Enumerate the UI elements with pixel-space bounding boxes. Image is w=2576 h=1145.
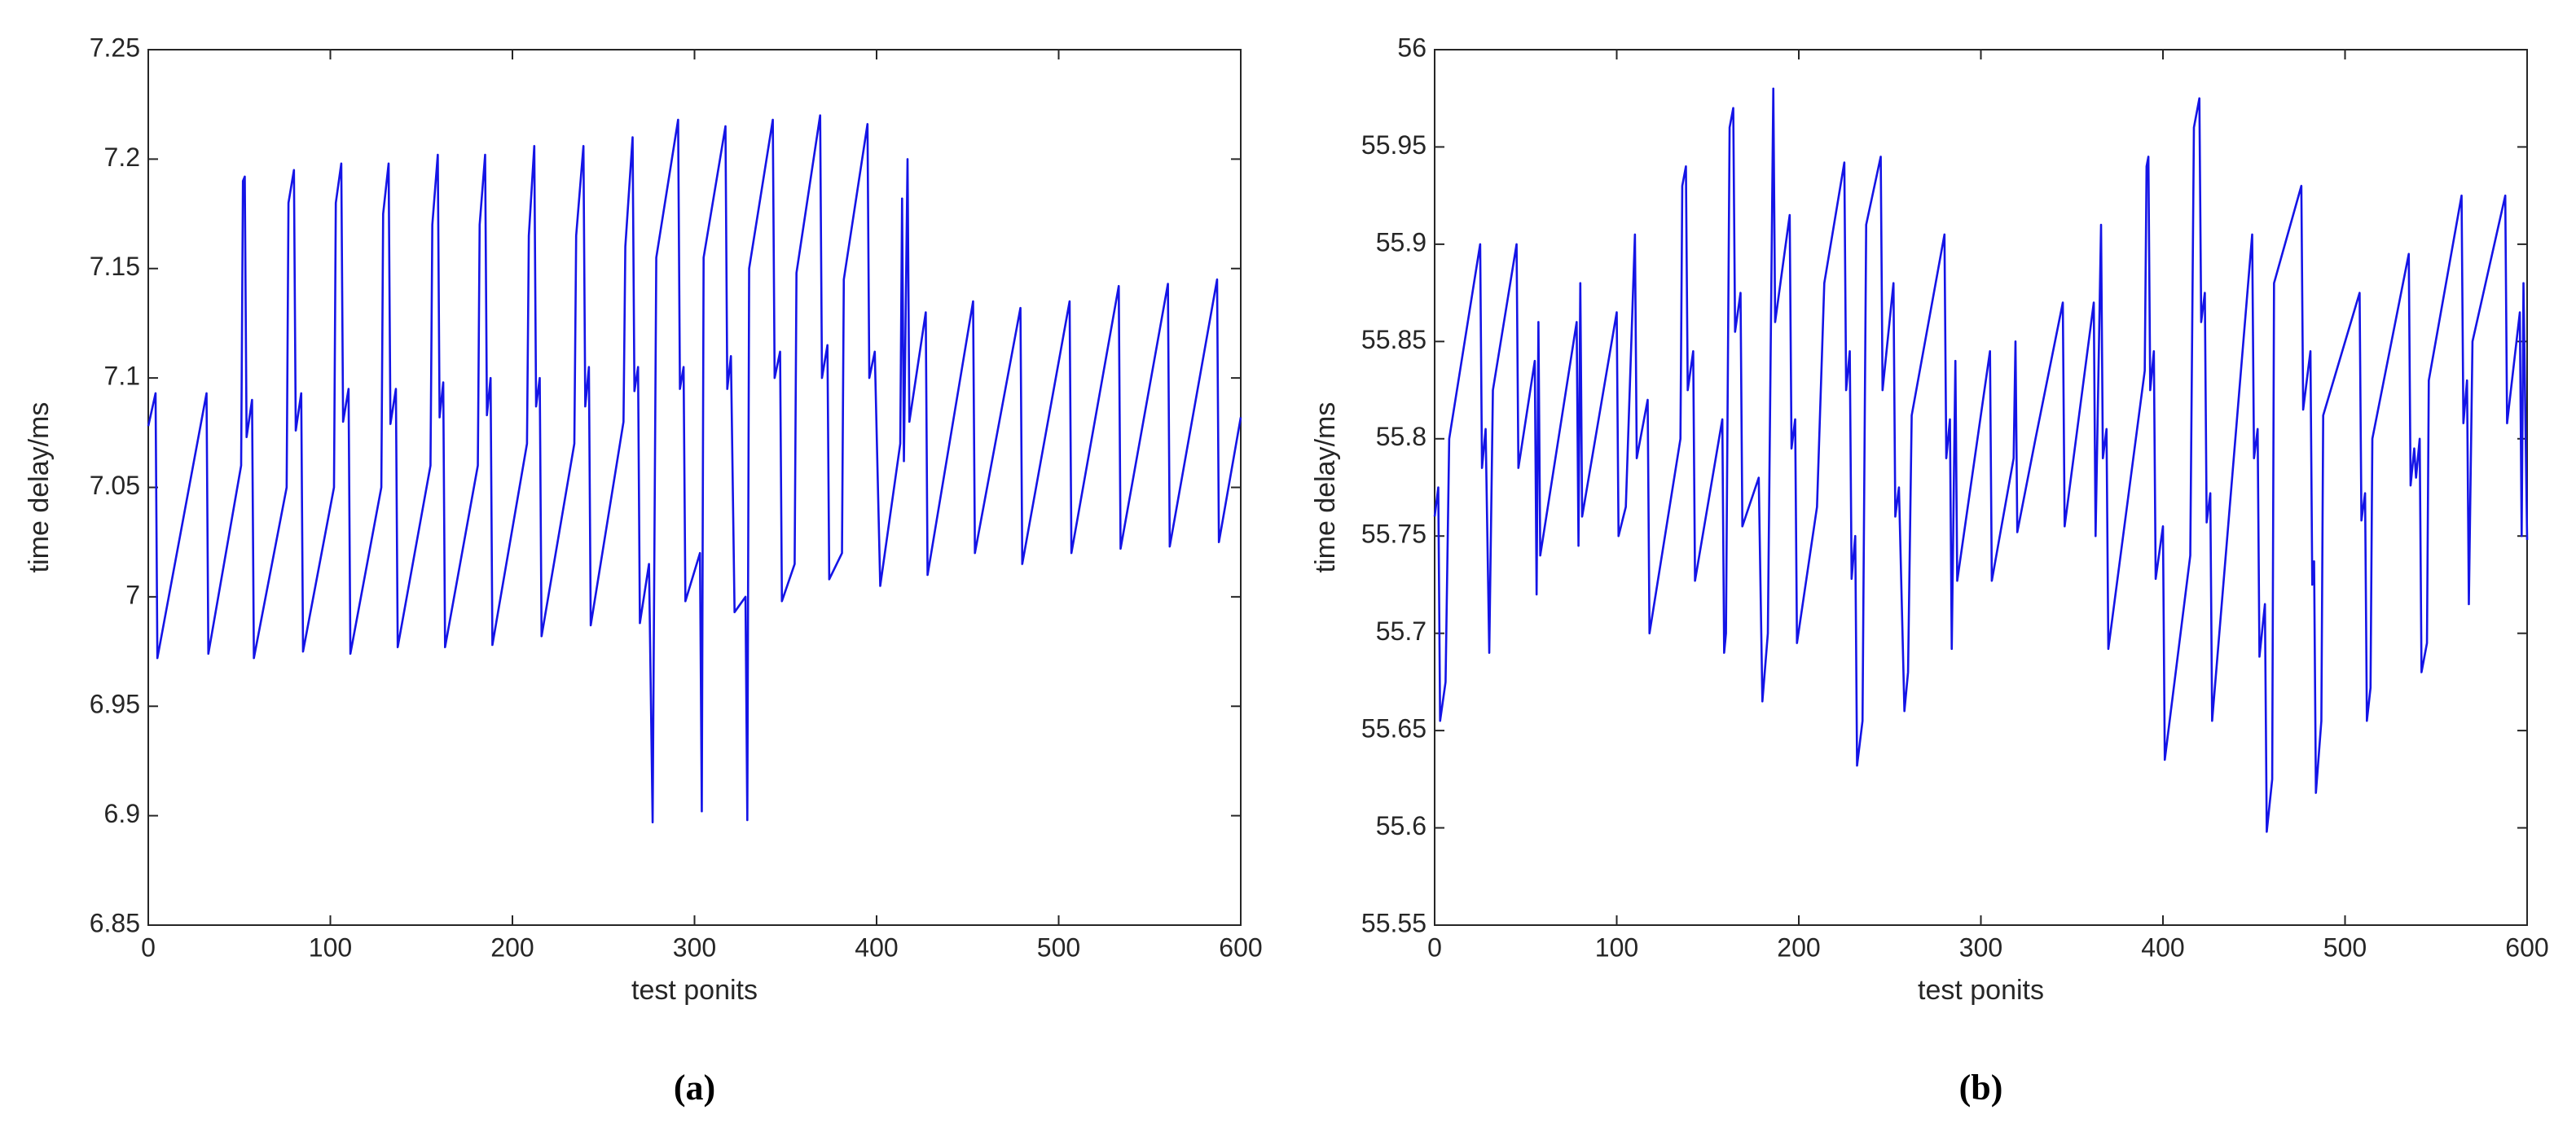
- y-tick-label: 6.9: [104, 799, 140, 828]
- x-tick-label: 0: [1427, 932, 1442, 962]
- x-axis-label: test ponits: [1918, 975, 2044, 1006]
- y-tick-label: 55.6: [1376, 811, 1426, 840]
- caption: (b): [1959, 1068, 2003, 1108]
- data-line: [1433, 87, 2529, 833]
- y-tick-label: 55.55: [1361, 908, 1426, 937]
- y-tick-label: 55.85: [1361, 325, 1426, 354]
- x-tick-label: 400: [855, 932, 898, 962]
- x-tick-label: 0: [141, 932, 156, 962]
- y-tick-label: 55.95: [1361, 130, 1426, 160]
- y-tick-label: 7.1: [104, 362, 140, 391]
- plot-area: [147, 49, 1242, 926]
- x-tick-label: 600: [1219, 932, 1262, 962]
- data-line: [147, 114, 1242, 823]
- caption: (a): [674, 1068, 715, 1108]
- y-tick-label: 7.05: [90, 471, 140, 500]
- y-tick-label: 7: [125, 580, 140, 609]
- x-tick-label: 100: [1595, 932, 1638, 962]
- x-tick-label: 200: [1777, 932, 1820, 962]
- chart: 0 100 200 300 400 500 600 55.55 55.6 55.65 55.7 55.…: [1310, 33, 2549, 1108]
- x-tick-label: 600: [2505, 932, 2548, 962]
- y-tick-label: 55.75: [1361, 520, 1426, 549]
- y-axis-label: time delay/ms: [1310, 402, 1341, 573]
- y-tick-label: 55.9: [1376, 227, 1426, 257]
- y-tick-label: 56: [1397, 33, 1426, 62]
- x-tick-label: 300: [673, 932, 716, 962]
- x-tick-label: 300: [1959, 932, 2002, 962]
- x-tick-label: 400: [2141, 932, 2184, 962]
- x-tick-label: 200: [490, 932, 534, 962]
- y-tick-label: 7.25: [90, 33, 140, 62]
- y-tick-label: 6.95: [90, 690, 140, 719]
- x-tick-label: 100: [309, 932, 352, 962]
- y-tick-label: 7.15: [90, 252, 140, 281]
- x-tick-label: 500: [2323, 932, 2367, 962]
- x-tick-label: 500: [1037, 932, 1080, 962]
- x-axis-label: test ponits: [631, 975, 758, 1006]
- y-tick-label: 6.85: [90, 908, 140, 937]
- plot-area: [1434, 49, 2528, 926]
- y-tick-label: 7.2: [104, 143, 140, 172]
- y-tick-label: 55.8: [1376, 422, 1426, 451]
- y-tick-label: 55.65: [1361, 714, 1426, 744]
- chart: 0 100 200 300 400 500 600 6.85 6.9 6.95 7 7.05 7.1 7.…: [24, 33, 1263, 1108]
- y-tick-label: 55.7: [1376, 616, 1426, 646]
- y-axis-label: time delay/ms: [24, 402, 55, 573]
